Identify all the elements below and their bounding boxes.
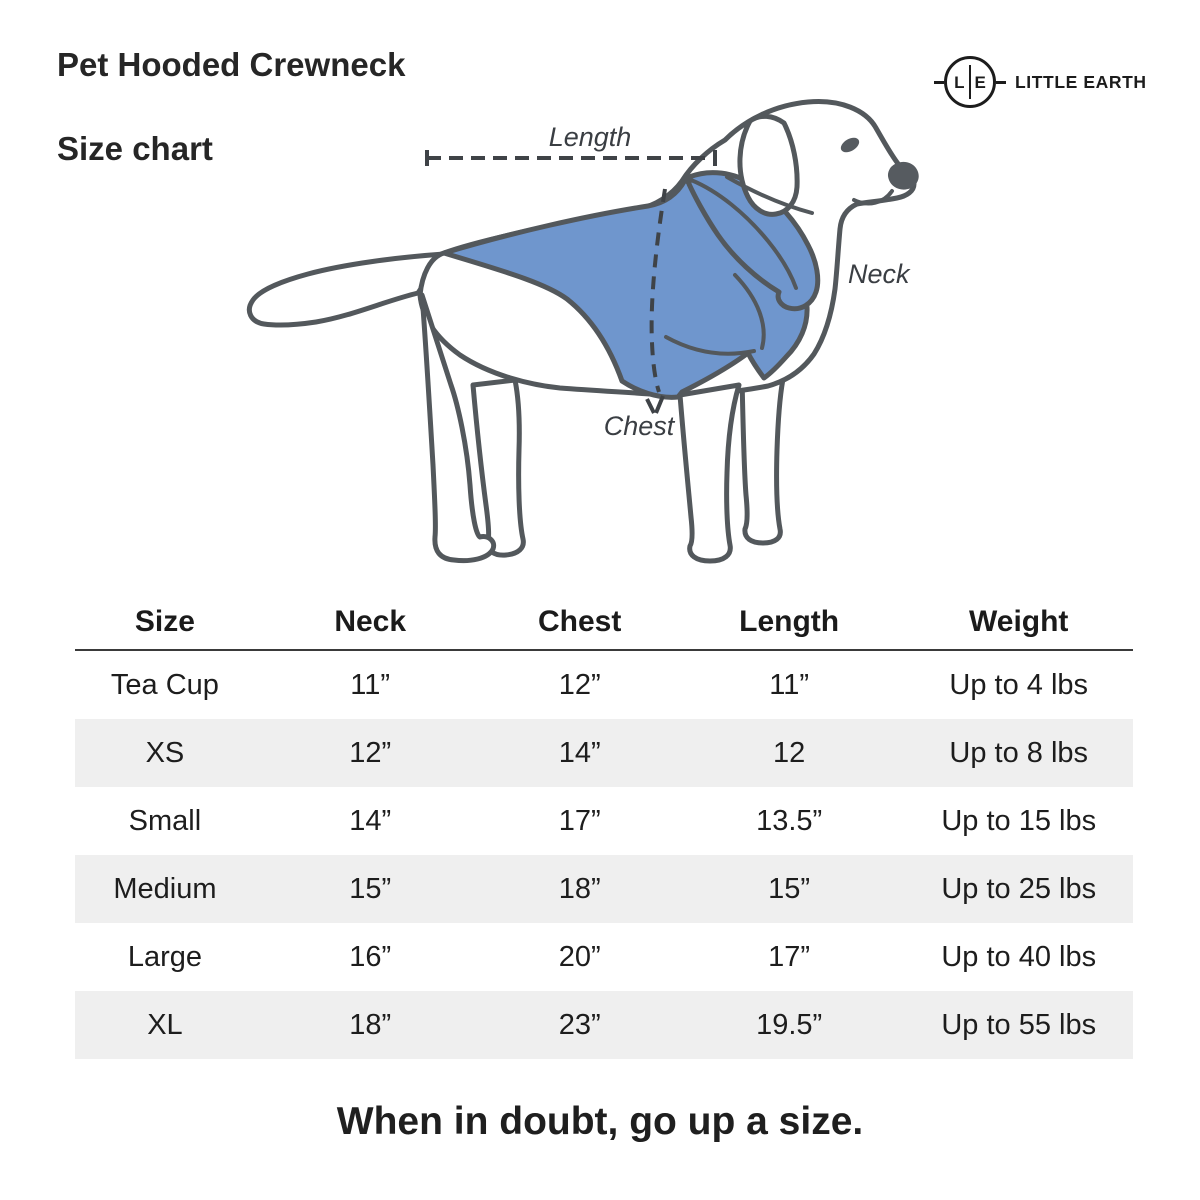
brand-name: LITTLE EARTH	[1015, 71, 1147, 92]
size-table: Size Neck Chest Length Weight Tea Cup 11” 12” 1…	[75, 595, 1133, 1059]
column-header-neck: Neck	[334, 605, 407, 638]
dog-rear-leg-near	[419, 292, 497, 564]
table-cell: 18”	[349, 1008, 392, 1041]
length-measure-ticks	[425, 150, 717, 166]
table-cell: 16”	[349, 940, 392, 973]
table-cell: Medium	[113, 872, 217, 905]
table-cell: Up to 8 lbs	[949, 736, 1089, 769]
size-table-body: Tea Cup 11” 12” 11” Up to 4 lbs XS 12” 14” 12 Up …	[75, 651, 1133, 1059]
logo-right-tick	[996, 80, 1006, 84]
length-label: Length	[549, 122, 632, 152]
table-cell: 11”	[769, 668, 810, 701]
table-cell: 17”	[768, 940, 811, 973]
sweater-shoulder-crease	[733, 273, 766, 350]
logo-left-tick	[934, 80, 944, 84]
chest-measure-dashed-line	[649, 188, 667, 393]
table-row-small: Small 14” 17” 13.5” Up to 15 lbs	[75, 787, 1133, 855]
table-cell: 19.5”	[756, 1008, 823, 1041]
table-cell: 11”	[350, 668, 391, 701]
dog-measurement-diagram: Length Neck Chest	[230, 85, 930, 585]
table-cell: Tea Cup	[110, 668, 219, 701]
table-cell: 12”	[349, 736, 392, 769]
dog-eye	[840, 137, 860, 153]
table-row-xs: XS 12” 14” 12 Up to 8 lbs	[75, 719, 1133, 787]
table-cell: XS	[145, 736, 185, 769]
table-cell: 13.5”	[756, 804, 823, 837]
table-cell: 14”	[349, 804, 392, 837]
table-cell: XL	[147, 1008, 183, 1041]
size-table-header-row: Size Neck Chest Length Weight	[75, 595, 1133, 651]
logo-letter-e: E	[974, 72, 986, 92]
page-title-line1: Pet Hooded Crewneck	[57, 46, 406, 83]
table-cell: Up to 4 lbs	[949, 668, 1089, 701]
dog-nose	[887, 161, 919, 190]
table-cell: Small	[128, 804, 202, 837]
chest-measure-arrow	[645, 395, 665, 414]
table-cell: 20”	[558, 940, 601, 973]
table-cell: Up to 40 lbs	[941, 940, 1097, 973]
table-row-xl: XL 18” 23” 19.5” Up to 55 lbs	[75, 991, 1133, 1059]
dog-smile	[852, 189, 894, 206]
table-cell: 14”	[558, 736, 601, 769]
logo-divider	[968, 65, 971, 99]
column-header-chest: Chest	[537, 605, 622, 638]
footer-note: When in doubt, go up a size.	[336, 1100, 864, 1143]
neck-label: Neck	[848, 259, 911, 289]
collar-fold-line	[689, 178, 798, 290]
dog-diagram-svg: Length Neck Chest	[247, 99, 919, 564]
dog-cheek-line	[725, 175, 814, 215]
dog-front-leg-near	[677, 382, 742, 564]
table-row-large: Large 16” 20” 17” Up to 40 lbs	[75, 923, 1133, 991]
table-cell: 23”	[558, 1008, 601, 1041]
dog-tail	[247, 251, 447, 328]
table-cell: 17”	[558, 804, 601, 837]
table-cell: 12	[773, 736, 806, 769]
table-cell: Up to 55 lbs	[941, 1008, 1097, 1041]
column-header-length: Length	[739, 605, 840, 638]
table-cell: Up to 15 lbs	[941, 804, 1097, 837]
logo-letter-l: L	[954, 72, 965, 92]
table-cell: 15”	[768, 872, 811, 905]
logo-monogram-circle: L E	[944, 56, 996, 108]
sweater-sleeve-crease	[664, 335, 756, 356]
table-cell: 12”	[558, 668, 601, 701]
table-row-tea-cup: Tea Cup 11” 12” 11” Up to 4 lbs	[75, 651, 1133, 719]
table-cell: Large	[127, 940, 203, 973]
column-header-size: Size	[134, 605, 195, 638]
table-cell: 18”	[558, 872, 601, 905]
dog-rear-leg-far	[470, 377, 526, 558]
column-header-weight: Weight	[968, 605, 1069, 638]
brand-logo: L E LITTLE EARTH	[934, 56, 1147, 108]
page-title-line2: Size chart	[57, 130, 213, 167]
dog-front-leg-far	[739, 374, 786, 546]
table-row-medium: Medium 15” 18” 15” Up to 25 lbs	[75, 855, 1133, 923]
page-title: Pet Hooded Crewneck Size chart	[57, 44, 405, 170]
chest-label: Chest	[604, 411, 676, 441]
table-cell: Up to 25 lbs	[941, 872, 1097, 905]
table-cell: 15”	[349, 872, 392, 905]
